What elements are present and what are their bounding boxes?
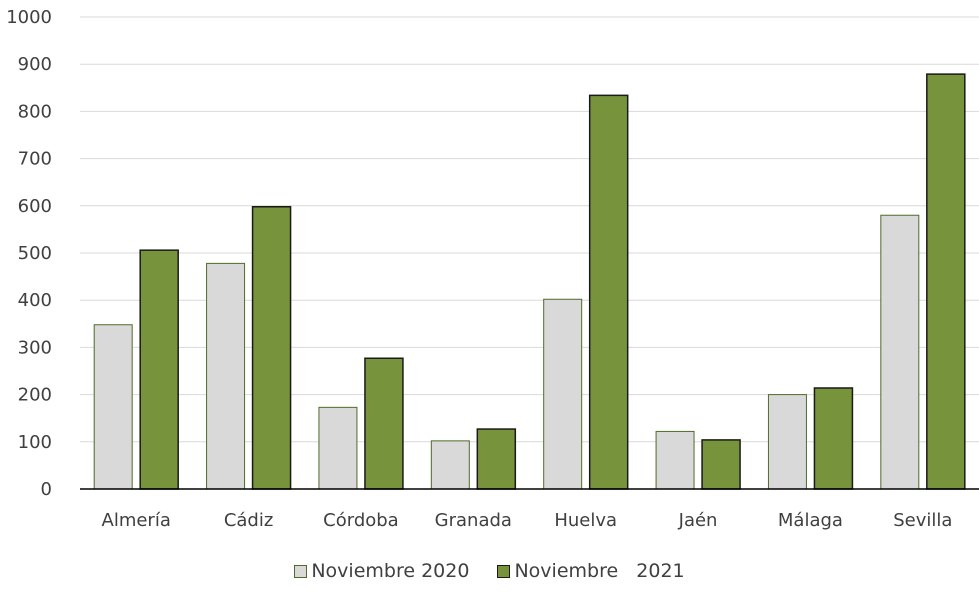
- y-tick-label-300: 300: [18, 337, 52, 358]
- legend-item-2021: Noviembre 2021: [497, 560, 685, 582]
- y-tick-label-700: 700: [18, 149, 52, 170]
- x-tick-label-Málaga: Málaga: [778, 510, 843, 531]
- bar-Málaga-series-0: [767, 394, 807, 490]
- y-tick-label-800: 800: [18, 101, 52, 122]
- legend-swatch-2020: [294, 564, 308, 578]
- legend: Noviembre 2020 Noviembre 2021: [0, 560, 979, 582]
- x-tick-label-Granada: Granada: [435, 510, 512, 531]
- y-tick-label-500: 500: [18, 243, 52, 264]
- bar-Jaén-series-0: [655, 430, 695, 490]
- bar-Sevilla-series-1: [926, 73, 966, 490]
- bar-Almería-series-1: [139, 249, 179, 490]
- legend-label-2020: Noviembre 2020: [311, 560, 470, 582]
- bar-Granada-series-0: [430, 440, 470, 490]
- x-tick-label-Sevilla: Sevilla: [893, 510, 952, 531]
- y-tick-label-200: 200: [18, 385, 52, 406]
- x-tick-label-Jaén: Jaén: [678, 510, 718, 531]
- bar-Granada-series-1: [476, 428, 517, 490]
- y-tick-label-100: 100: [18, 432, 52, 453]
- bar-Córdoba-series-1: [364, 357, 404, 490]
- y-tick-label-900: 900: [18, 54, 52, 75]
- bar-Córdoba-series-0: [318, 406, 358, 490]
- legend-label-2021: Noviembre 2021: [514, 560, 685, 582]
- bar-Jaén-series-1: [701, 439, 741, 490]
- bar-Huelva-series-1: [588, 94, 629, 490]
- bar-Málaga-series-1: [813, 387, 854, 490]
- y-tick-label-1000: 1000: [6, 7, 52, 28]
- legend-swatch-2021: [497, 564, 511, 578]
- x-tick-label-Córdoba: Córdoba: [323, 510, 399, 531]
- bar-Almería-series-0: [93, 324, 133, 490]
- bar-Cádiz-series-1: [251, 205, 292, 490]
- bar-Cádiz-series-0: [206, 262, 246, 490]
- y-tick-label-400: 400: [18, 290, 52, 311]
- x-tick-label-Almería: Almería: [102, 510, 171, 531]
- y-tick-label-0: 0: [41, 479, 52, 500]
- bar-Huelva-series-0: [543, 298, 583, 490]
- x-tick-label-Huelva: Huelva: [554, 510, 617, 531]
- bar-Sevilla-series-0: [880, 214, 920, 490]
- y-tick-label-600: 600: [18, 196, 52, 217]
- x-tick-label-Cádiz: Cádiz: [224, 510, 273, 531]
- legend-item-2020: Noviembre 2020: [294, 560, 469, 582]
